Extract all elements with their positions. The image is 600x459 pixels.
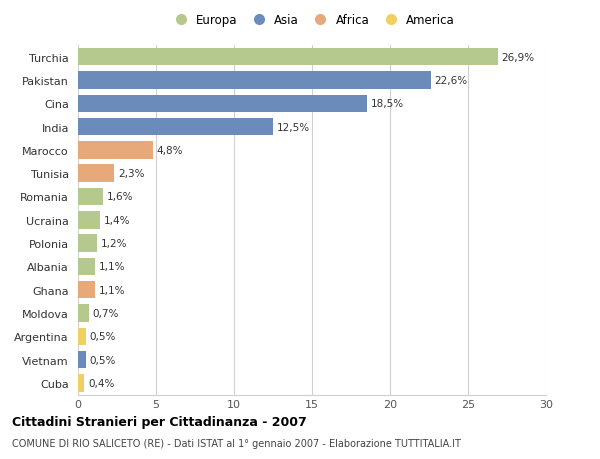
Bar: [78, 328, 86, 345]
Bar: [78, 305, 89, 322]
Legend: Europa, Asia, Africa, America: Europa, Asia, Africa, America: [167, 11, 457, 29]
Text: 0,5%: 0,5%: [90, 331, 116, 341]
Bar: [78, 188, 103, 206]
Text: 0,5%: 0,5%: [90, 355, 116, 365]
Bar: [78, 95, 367, 113]
Text: 1,2%: 1,2%: [101, 239, 127, 249]
Text: 26,9%: 26,9%: [502, 52, 535, 62]
Text: 1,1%: 1,1%: [99, 285, 125, 295]
Bar: [78, 281, 95, 299]
Text: 18,5%: 18,5%: [371, 99, 404, 109]
Bar: [78, 72, 431, 90]
Bar: [78, 49, 497, 66]
Bar: [78, 235, 97, 252]
Text: 1,4%: 1,4%: [104, 215, 130, 225]
Bar: [78, 351, 86, 369]
Text: 0,7%: 0,7%: [93, 308, 119, 319]
Bar: [78, 142, 153, 159]
Text: 0,4%: 0,4%: [88, 378, 115, 388]
Bar: [78, 118, 273, 136]
Text: 4,8%: 4,8%: [157, 146, 183, 156]
Text: 2,3%: 2,3%: [118, 169, 144, 179]
Bar: [78, 258, 95, 275]
Text: 22,6%: 22,6%: [434, 76, 467, 86]
Text: Cittadini Stranieri per Cittadinanza - 2007: Cittadini Stranieri per Cittadinanza - 2…: [12, 415, 307, 428]
Text: 1,6%: 1,6%: [107, 192, 133, 202]
Text: 12,5%: 12,5%: [277, 122, 310, 132]
Text: COMUNE DI RIO SALICETO (RE) - Dati ISTAT al 1° gennaio 2007 - Elaborazione TUTTI: COMUNE DI RIO SALICETO (RE) - Dati ISTAT…: [12, 438, 461, 448]
Text: 1,1%: 1,1%: [99, 262, 125, 272]
Bar: [78, 212, 100, 229]
Bar: [78, 165, 114, 183]
Bar: [78, 375, 84, 392]
